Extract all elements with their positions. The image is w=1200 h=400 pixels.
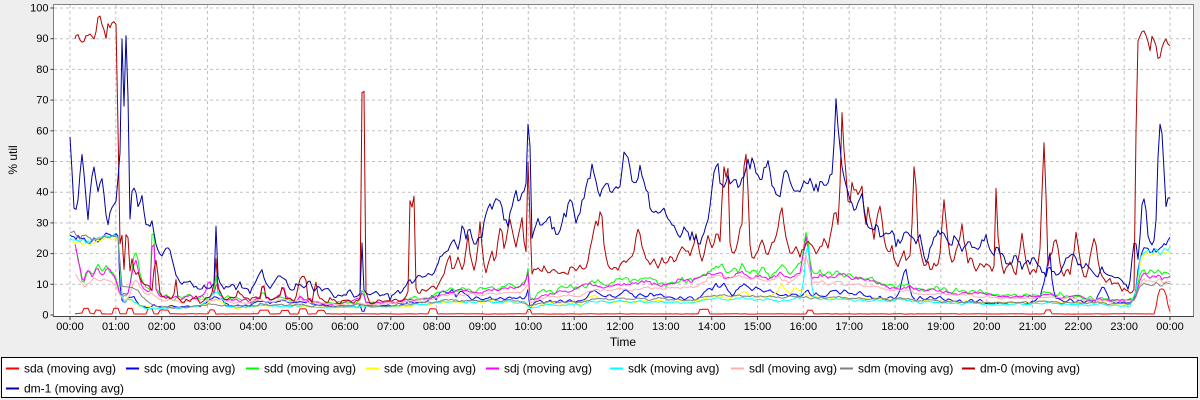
svg-text:15:00: 15:00 (744, 321, 772, 333)
svg-text:05:00: 05:00 (285, 321, 313, 333)
svg-text:10: 10 (36, 279, 48, 291)
svg-text:80: 80 (36, 64, 48, 76)
svg-text:21:00: 21:00 (1019, 321, 1047, 333)
svg-text:40: 40 (36, 187, 48, 199)
svg-text:sdj (moving avg): sdj (moving avg) (504, 362, 592, 376)
svg-text:22:00: 22:00 (1065, 321, 1093, 333)
svg-text:sdl (moving avg): sdl (moving avg) (749, 362, 837, 376)
svg-text:90: 90 (36, 33, 48, 45)
svg-text:19:00: 19:00 (927, 321, 955, 333)
svg-text:sdc (moving avg): sdc (moving avg) (144, 362, 235, 376)
svg-text:02:00: 02:00 (148, 321, 176, 333)
svg-text:70: 70 (36, 95, 48, 107)
svg-text:dm-1 (moving avg): dm-1 (moving avg) (24, 382, 124, 396)
svg-text:30: 30 (36, 217, 48, 229)
svg-text:17:00: 17:00 (835, 321, 863, 333)
svg-text:20:00: 20:00 (973, 321, 1001, 333)
svg-text:sde (moving avg): sde (moving avg) (384, 362, 476, 376)
svg-text:13:00: 13:00 (652, 321, 680, 333)
svg-text:16:00: 16:00 (790, 321, 818, 333)
svg-text:14:00: 14:00 (698, 321, 726, 333)
svg-text:sdk (moving avg): sdk (moving avg) (628, 362, 719, 376)
svg-text:dm-0 (moving avg): dm-0 (moving avg) (980, 362, 1080, 376)
svg-text:08:00: 08:00 (423, 321, 451, 333)
svg-text:10:00: 10:00 (515, 321, 543, 333)
svg-text:0: 0 (42, 310, 48, 322)
svg-text:00:00: 00:00 (1156, 321, 1184, 333)
svg-text:Time: Time (610, 335, 637, 349)
svg-text:60: 60 (36, 125, 48, 137)
svg-text:20: 20 (36, 248, 48, 260)
svg-text:09:00: 09:00 (469, 321, 497, 333)
svg-text:00:00: 00:00 (56, 321, 84, 333)
svg-text:04:00: 04:00 (240, 321, 268, 333)
svg-text:50: 50 (36, 156, 48, 168)
svg-text:23:00: 23:00 (1110, 321, 1138, 333)
svg-text:% util: % util (6, 145, 20, 174)
svg-text:06:00: 06:00 (331, 321, 359, 333)
svg-text:sda (moving avg): sda (moving avg) (24, 362, 116, 376)
svg-text:01:00: 01:00 (102, 321, 130, 333)
svg-text:sdd (moving avg): sdd (moving avg) (264, 362, 356, 376)
svg-text:03:00: 03:00 (194, 321, 222, 333)
svg-text:18:00: 18:00 (881, 321, 909, 333)
svg-text:sdm (moving avg): sdm (moving avg) (858, 362, 953, 376)
svg-text:07:00: 07:00 (377, 321, 405, 333)
svg-text:12:00: 12:00 (606, 321, 634, 333)
svg-text:100: 100 (30, 3, 48, 15)
svg-text:11:00: 11:00 (561, 321, 588, 333)
